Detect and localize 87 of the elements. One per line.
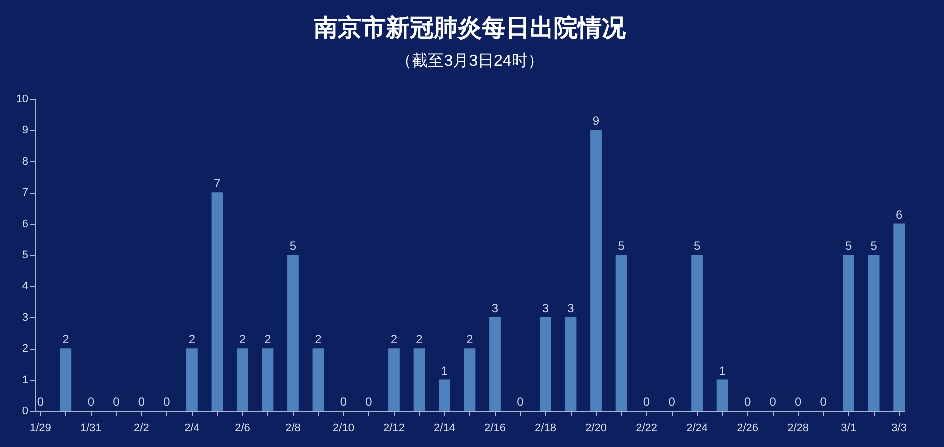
bar [388,348,400,411]
data-label: 5 [290,239,297,253]
data-label: 2 [466,332,474,347]
x-tick-label: 2/12 [384,422,405,434]
y-tick-label: 5 [22,250,28,262]
data-label: 0 [770,395,777,409]
data-label: 0 [164,395,171,409]
x-tick-label: 2/16 [484,422,506,434]
bar [490,317,501,411]
data-label: 2 [188,332,196,347]
x-tick-label: 2/26 [737,422,759,434]
data-label: 3 [568,301,575,316]
x-tick-label: 1/29 [30,422,52,434]
data-label: 3 [492,301,499,316]
x-tick-label: 2/4 [184,422,200,434]
data-label: 2 [390,332,398,347]
chart-subtitle: （截至3月3日24时） [396,52,544,70]
x-tick-label: 2/24 [686,422,708,434]
x-tick-label: 2/22 [636,422,658,434]
data-label: 5 [694,239,701,253]
x-tick-label: 3/1 [841,422,856,434]
bar [262,348,274,411]
data-label: 1 [719,364,726,378]
bar [716,380,728,411]
data-label: 6 [896,208,903,222]
data-label: 0 [794,395,802,409]
data-label: 2 [62,332,70,347]
x-tick-label: 2/28 [788,422,810,434]
data-label: 3 [542,301,550,316]
y-tick-label: 7 [22,187,28,200]
data-label: 5 [845,239,852,253]
bar [692,255,703,411]
data-label: 0 [366,395,373,409]
x-tick-label: 2/2 [134,422,150,434]
x-tick-label: 2/8 [286,422,301,434]
y-tick-label: 9 [22,124,28,137]
y-tick-label: 0 [22,406,28,418]
bar [565,317,577,411]
y-tick-label: 6 [22,218,28,230]
x-tick-label: 2/10 [333,422,354,434]
bar [590,130,602,411]
bar [186,348,198,411]
chart-title: 南京市新冠肺炎每日出院情况 [313,15,627,42]
data-label: 0 [113,395,120,409]
x-tick-label: 2/14 [434,422,456,434]
data-label: 0 [88,395,95,409]
x-tick-label: 2/6 [235,422,250,434]
data-label: 7 [214,176,222,191]
bar [868,255,880,411]
data-label: 5 [870,239,878,253]
data-label: 2 [264,332,272,347]
bar [894,224,905,411]
data-label: 0 [340,395,348,409]
data-label: 2 [416,332,424,347]
data-label: 0 [517,395,524,409]
x-tick-label: 2/18 [535,422,556,434]
x-tick-label: 2/20 [586,422,607,434]
y-tick-label: 8 [22,156,28,168]
x-tick-label: 1/31 [80,422,102,434]
bar [616,255,628,411]
y-tick-label: 3 [22,312,28,324]
bar [60,348,72,411]
bar [237,348,248,411]
bar [312,348,324,411]
bar [414,348,426,411]
data-label: 5 [618,239,626,253]
data-label: 0 [820,395,828,409]
data-label: 0 [643,395,650,409]
data-label: 2 [239,332,246,347]
y-tick-label: 10 [16,94,28,106]
data-label: 2 [315,332,322,347]
y-tick-label: 1 [22,374,28,386]
y-tick-label: 4 [22,280,28,293]
data-label: 0 [668,395,676,409]
y-tick-label: 2 [22,343,28,356]
data-label: 9 [592,114,600,128]
data-label: 0 [744,395,752,409]
bar [464,348,476,411]
bar [540,317,552,411]
data-label: 0 [37,395,44,409]
bar [288,255,299,411]
x-tick-label: 3/3 [892,422,907,434]
bar [843,255,854,411]
bar [212,192,224,411]
data-label: 0 [138,395,146,409]
bar [439,380,450,411]
data-label: 1 [441,364,448,378]
